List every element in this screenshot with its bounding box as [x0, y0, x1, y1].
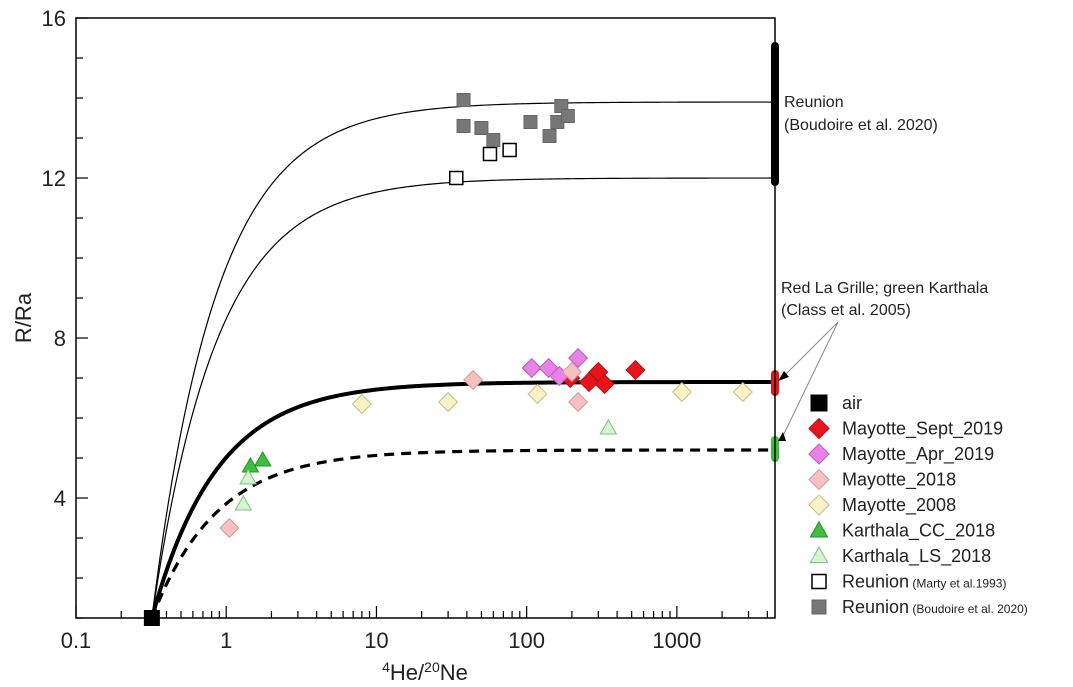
- legend-marker: [811, 573, 827, 590]
- legend-label: Mayotte_Sept_2019: [842, 419, 1003, 440]
- data-point: [568, 347, 589, 369]
- legend-label: Mayotte_2018: [842, 470, 956, 491]
- data-point: [239, 468, 258, 485]
- data-point: [594, 373, 615, 395]
- arrow-head-green: [778, 432, 786, 441]
- legend-label: Reunion (Boudoire et al. 2020): [842, 597, 1028, 617]
- data-point: [241, 456, 260, 473]
- x-title-base1: He/: [390, 660, 425, 685]
- y-tick-label: 12: [42, 166, 66, 191]
- legend-label: Mayotte_2008: [842, 495, 956, 516]
- data-point: [449, 170, 464, 186]
- y-tick-label: 16: [42, 6, 66, 31]
- x-title-sup2: 20: [424, 659, 440, 675]
- x-tick-label: 1: [220, 628, 232, 653]
- x-tick-label: 100: [508, 628, 545, 653]
- legend-marker: [810, 394, 828, 412]
- annotation-arrows: [778, 321, 839, 441]
- data-point: [463, 369, 484, 391]
- y-axis: 4 8 12 16: [42, 6, 88, 619]
- legend-label: Karthala_CC_2018: [842, 521, 995, 542]
- legend-marker: [808, 494, 830, 516]
- annotation-reunion-line2: (Boudoire et al. 2020): [784, 117, 938, 134]
- data-point: [482, 146, 498, 162]
- data-point: [219, 517, 240, 539]
- y-tick-label: 4: [54, 486, 66, 511]
- legend-marker: [809, 546, 829, 564]
- data-point: [542, 129, 557, 143]
- mixing-curve-thick: [149, 380, 775, 619]
- legend-label: Mayotte_Apr_2019: [842, 444, 994, 465]
- x-tick-label: 10: [364, 628, 388, 653]
- legend-label-source: (Boudoire et al. 2020): [909, 602, 1028, 616]
- data-point: [560, 109, 575, 123]
- data-point: [523, 115, 538, 129]
- arrow-line-green: [781, 321, 839, 439]
- data-point: [521, 357, 542, 379]
- data-points: [143, 93, 753, 626]
- data-point: [561, 361, 582, 383]
- data-point: [486, 133, 501, 147]
- x-tick-label: 0.1: [61, 628, 92, 653]
- data-point: [253, 450, 272, 467]
- legend: air Mayotte_Sept_2019 Mayotte_Apr_2019 Mayo…: [808, 393, 1028, 617]
- data-point: [527, 383, 548, 405]
- y-tick-label: 8: [54, 326, 66, 351]
- annotation-reunion-line1: Reunion: [784, 94, 844, 111]
- legend-label: Karthala_LS_2018: [842, 546, 991, 567]
- data-point: [456, 119, 471, 133]
- legend-label: Reunion (Marty et al.1993): [842, 572, 1006, 592]
- data-point: [502, 142, 517, 158]
- arrow-line-red: [781, 321, 839, 379]
- legend-label: air: [842, 393, 862, 413]
- data-point: [474, 121, 489, 135]
- legend-marker: [808, 417, 830, 440]
- data-point: [351, 393, 372, 415]
- legend-marker: [808, 443, 830, 465]
- legend-marker: [811, 599, 827, 615]
- annotation-mixing-line1: Red La Grille; green Karthala: [781, 280, 988, 297]
- x-axis-title: 4He/20Ne: [382, 659, 468, 685]
- data-point: [234, 494, 253, 511]
- data-point: [671, 381, 692, 403]
- data-point: [568, 391, 589, 413]
- data-point: [456, 93, 471, 107]
- x-tick-label: 1000: [652, 628, 701, 653]
- x-axis: 0.1 1 10 100 1000: [61, 606, 768, 653]
- annotation-mixing-line2: (Class et al. 2005): [781, 302, 911, 319]
- legend-marker: [809, 520, 829, 538]
- data-point: [625, 359, 646, 381]
- x-title-base2: Ne: [440, 660, 468, 685]
- x-title-sup1: 4: [382, 659, 390, 675]
- legend-label-source: (Marty et al.1993): [909, 577, 1006, 591]
- data-point: [438, 391, 459, 413]
- y-axis-title: R/Ra: [11, 292, 36, 343]
- data-point: [599, 418, 618, 435]
- legend-marker: [808, 468, 830, 491]
- arrow-head-red: [778, 371, 789, 381]
- plot-frame: [75, 17, 776, 619]
- data-point: [732, 381, 753, 403]
